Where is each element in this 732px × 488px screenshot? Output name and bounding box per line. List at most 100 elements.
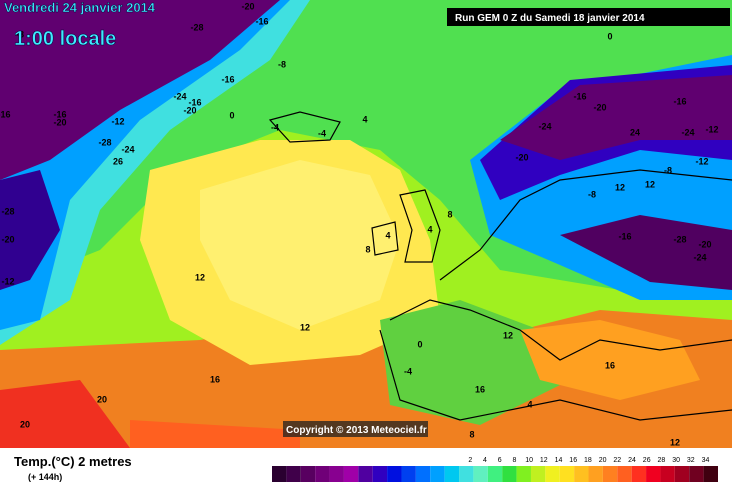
time-label: 1:00 locale [14,28,116,50]
contour-label: -24 [681,127,694,137]
scale-cell [588,466,603,482]
contour-label: 20 [97,394,107,404]
color-scale: 2 4 6 8 10 12 14 16 18 20 22 24 26 28 30 32 34 [272,457,718,482]
scale-tick-label: 10 [525,457,533,464]
contour-label: -16 [673,96,686,106]
contour-label: 4 [362,114,367,124]
copyright-box [283,421,428,437]
scale-cell [343,466,359,482]
scale-cell [631,466,647,482]
lead-label: (+ 144h) [28,472,62,482]
contour-label: -28 [1,206,14,216]
scale-cell [415,466,431,482]
contour-label: 20 [20,419,30,429]
scale-cell [430,466,445,482]
scale-cell [703,466,718,482]
contour-label: -8 [278,59,286,69]
scale-cell [286,466,301,482]
scale-cell [689,466,704,482]
contour-label: -28 [190,22,203,32]
contour-label: -16 [618,231,631,241]
scale-cell [574,466,589,482]
scale-cell [530,466,546,482]
contour-label: -24 [173,91,186,101]
scale-cell [272,466,287,482]
scale-cell [559,466,575,482]
contour-label: -12 [111,116,124,126]
scale-cell [387,466,402,482]
contour-label: 12 [670,437,680,447]
scale-cell [646,466,661,482]
contour-label: -28 [98,137,111,147]
contour-label: 0 [229,110,234,120]
scale-cell [545,466,560,482]
scale-tick-label: 20 [599,457,607,464]
scale-cell [358,466,373,482]
scale-tick-label: 26 [643,457,651,464]
contour-label: 26 [113,156,123,166]
contour-label: -16 [53,109,66,119]
contour-label: 12 [503,330,513,340]
run-label: Run GEM 0 Z du Samedi 18 janvier 2014 [455,13,645,24]
scale-tick-label: 34 [702,457,710,464]
scale-cell [444,466,460,482]
contour-label: 0 [417,339,422,349]
scale-cell [300,466,316,482]
contour-label: -16 [221,74,234,84]
scale-cell [315,466,330,482]
contour-label: -16 [188,97,201,107]
scale-cell [473,466,488,482]
date-title: Vendredi 24 janvier 2014 [4,0,156,15]
contour-label: 16 [210,374,220,384]
contour-label: 12 [195,272,205,282]
scale-tick-label: 4 [483,457,487,464]
contour-label: 12 [300,322,310,332]
scale-tick-label: 22 [613,457,621,464]
scale-tick-label: 8 [512,457,516,464]
contour-label: -8 [588,189,596,199]
contour-label: -12 [695,156,708,166]
contour-label: -20 [698,239,711,249]
scale-cell [329,466,344,482]
contour-label: 16 [475,384,485,394]
scale-cell [602,466,618,482]
scale-tick-label: 18 [584,457,592,464]
contour-label: -24 [538,121,551,131]
contour-label: -16 [0,109,11,119]
contour-label: -20 [1,234,14,244]
contour-label: 4 [527,399,532,409]
contour-label: 8 [365,244,370,254]
contour-label: 8 [447,209,452,219]
scale-cell [502,466,517,482]
contour-label: -16 [255,16,268,26]
contour-label: 4 [427,224,432,234]
scale-tick-label: 24 [628,457,636,464]
scale-tick-label: 12 [540,457,548,464]
scale-cell [516,466,531,482]
contour-label: -8 [16,29,24,39]
scale-cell [617,466,632,482]
contour-label: -20 [515,152,528,162]
scale-cell [487,466,503,482]
contour-label: 0 [607,31,612,41]
contour-label: 8 [469,429,474,439]
contour-label: 4 [385,230,390,240]
contour-label: -24 [121,144,134,154]
scale-tick-label: 2 [468,457,472,464]
contour-label: -4 [318,128,326,138]
scale-tick-label: 32 [687,457,695,464]
contour-label: -24 [693,252,706,262]
contour-label: -28 [673,234,686,244]
contour-label: -4 [271,122,279,132]
contour-labels: -20-16-28-8-16-8-24-16-20-16-16-20-120-2… [0,1,719,447]
scale-cell [674,466,690,482]
contour-label: -16 [573,91,586,101]
contour-label: -20 [53,117,66,127]
scale-cell [459,466,474,482]
contour-label: -20 [183,105,196,115]
contour-label: -20 [241,1,254,11]
contour-label: -4 [404,366,412,376]
contour-label: 12 [615,182,625,192]
contour-label: 16 [605,360,615,370]
